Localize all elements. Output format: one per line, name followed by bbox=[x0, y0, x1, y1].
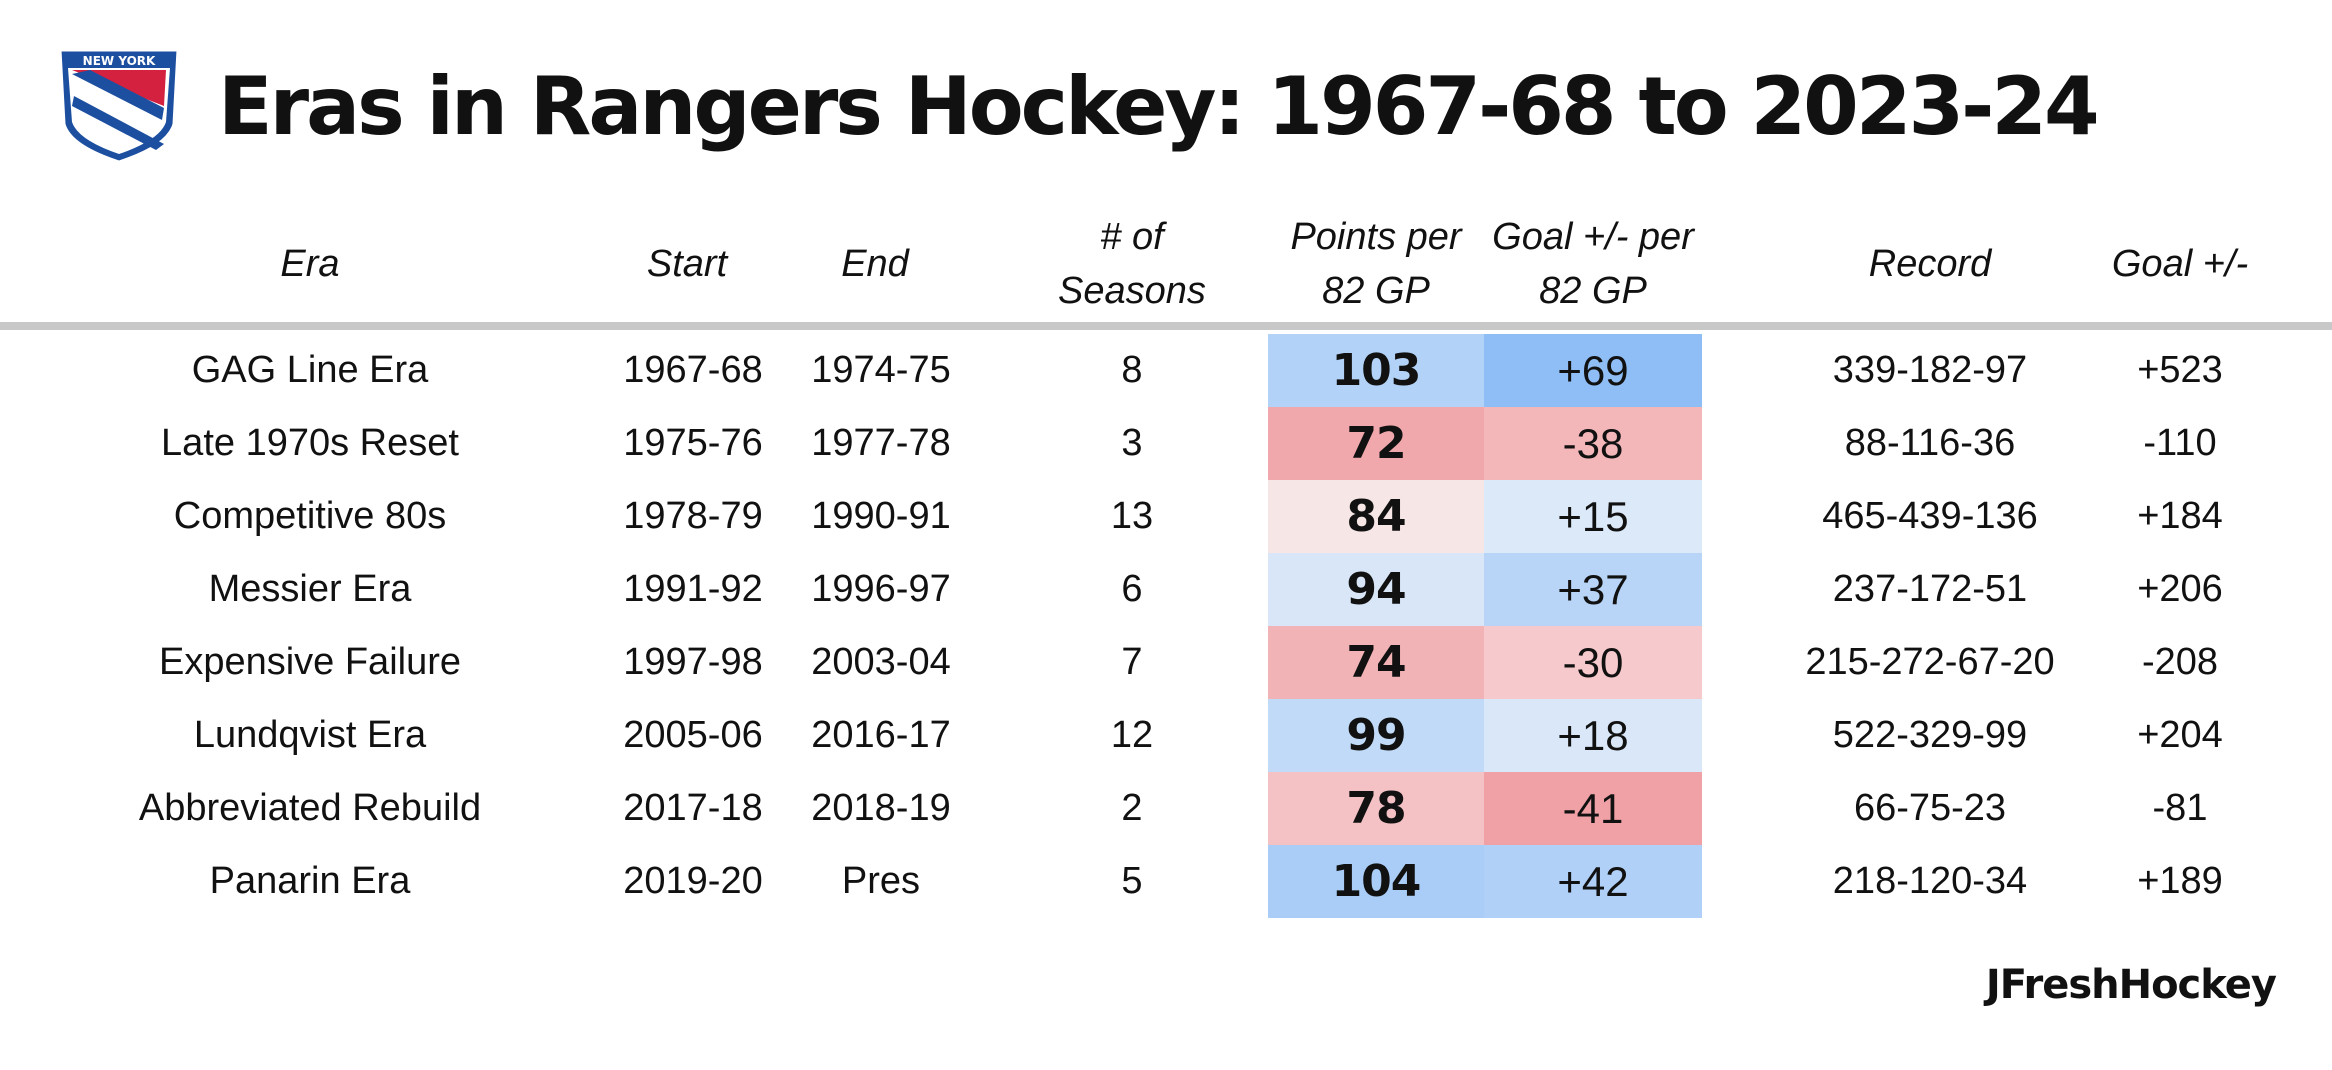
cell-start: 1978-79 bbox=[623, 495, 763, 537]
column-header-gd: Goal +/- bbox=[2111, 243, 2249, 285]
cell-end: 1990-91 bbox=[811, 495, 951, 537]
cell-gd: +204 bbox=[2137, 714, 2223, 756]
cell-end: 2018-19 bbox=[811, 787, 951, 829]
cell-record: 465-439-136 bbox=[1822, 495, 2038, 537]
cell-end: 2016-17 bbox=[811, 714, 951, 756]
column-header-record: Record bbox=[1868, 243, 1992, 285]
chart-title: Eras in Rangers Hockey: 1967-68 to 2023-… bbox=[218, 60, 2100, 153]
cell-seasons: 2 bbox=[1121, 787, 1143, 829]
cell-era: Lundqvist Era bbox=[193, 714, 427, 756]
column-header-era: Era bbox=[280, 243, 340, 285]
cell-pts82: 84 bbox=[1268, 480, 1484, 553]
cell-era: Panarin Era bbox=[209, 860, 411, 902]
cell-seasons: 12 bbox=[1110, 714, 1154, 756]
cell-start: 2019-20 bbox=[623, 860, 763, 902]
cell-gd82: +37 bbox=[1484, 553, 1702, 626]
cell-gd: -110 bbox=[2143, 422, 2217, 464]
cell-gd: +523 bbox=[2137, 349, 2223, 391]
column-header-gd82: Goal +/- per 82 GP bbox=[1492, 216, 1694, 312]
cell-gd82: -38 bbox=[1484, 407, 1702, 480]
cell-seasons: 6 bbox=[1121, 568, 1143, 610]
cell-record: 218-120-34 bbox=[1832, 860, 2028, 902]
cell-seasons: 5 bbox=[1121, 860, 1143, 902]
cell-start: 1997-98 bbox=[623, 641, 763, 683]
column-header-end: End bbox=[841, 243, 909, 285]
cell-pts82: 103 bbox=[1268, 334, 1484, 407]
cell-record: 522-329-99 bbox=[1832, 714, 2028, 756]
rangers-shield-logo: NEW YORK RANGERS bbox=[58, 48, 180, 164]
cell-record: 66-75-23 bbox=[1853, 787, 2007, 829]
credit: JFreshHockey bbox=[1985, 962, 2277, 1008]
cell-pts82: 104 bbox=[1268, 845, 1484, 918]
cell-pts82: 99 bbox=[1268, 699, 1484, 772]
cell-gd82: +42 bbox=[1484, 845, 1702, 918]
cell-start: 2017-18 bbox=[623, 787, 763, 829]
cell-era: Messier Era bbox=[208, 568, 412, 610]
cell-start: 1991-92 bbox=[623, 568, 763, 610]
cell-gd: +184 bbox=[2137, 495, 2223, 537]
cell-end: Pres bbox=[841, 860, 921, 902]
cell-seasons: 3 bbox=[1121, 422, 1143, 464]
rangers-logo: NEW YORK RANGERS bbox=[58, 48, 180, 164]
cell-gd82: +69 bbox=[1484, 334, 1702, 407]
cell-end: 1977-78 bbox=[811, 422, 951, 464]
cell-gd82: +15 bbox=[1484, 480, 1702, 553]
cell-pts82: 74 bbox=[1268, 626, 1484, 699]
cell-record: 339-182-97 bbox=[1832, 349, 2028, 391]
cell-gd: -81 bbox=[2152, 787, 2208, 829]
cell-end: 1974-75 bbox=[811, 349, 951, 391]
cell-pts82: 78 bbox=[1268, 772, 1484, 845]
cell-era: GAG Line Era bbox=[191, 349, 429, 391]
column-header-pts82: Points per 82 GP bbox=[1290, 216, 1462, 312]
cell-era: Expensive Failure bbox=[158, 641, 462, 683]
cell-end: 1996-97 bbox=[811, 568, 951, 610]
cell-pts82: 72 bbox=[1268, 407, 1484, 480]
cell-seasons: 13 bbox=[1110, 495, 1154, 537]
column-header-seasons: # of Seasons bbox=[1058, 216, 1206, 312]
cell-gd: +189 bbox=[2137, 860, 2223, 902]
header-divider bbox=[0, 322, 2332, 330]
cell-gd82: +18 bbox=[1484, 699, 1702, 772]
cell-start: 2005-06 bbox=[623, 714, 763, 756]
cell-seasons: 7 bbox=[1121, 641, 1143, 683]
cell-pts82: 94 bbox=[1268, 553, 1484, 626]
cell-record: 88-116-36 bbox=[1844, 422, 2016, 464]
cell-start: 1975-76 bbox=[623, 422, 763, 464]
column-header-start: Start bbox=[646, 243, 728, 285]
cell-record: 215-272-67-20 bbox=[1805, 641, 2055, 683]
cell-start: 1967-68 bbox=[623, 349, 763, 391]
cell-era: Late 1970s Reset bbox=[161, 422, 459, 464]
cell-gd: -208 bbox=[2141, 641, 2219, 683]
cell-seasons: 8 bbox=[1121, 349, 1143, 391]
cell-end: 2003-04 bbox=[811, 641, 951, 683]
cell-gd82: -41 bbox=[1484, 772, 1702, 845]
cell-era: Competitive 80s bbox=[173, 495, 447, 537]
cell-era: Abbreviated Rebuild bbox=[138, 787, 482, 829]
cell-gd82: -30 bbox=[1484, 626, 1702, 699]
cell-gd: +206 bbox=[2137, 568, 2223, 610]
cell-record: 237-172-51 bbox=[1832, 568, 2028, 610]
logo-line1: NEW YORK bbox=[83, 54, 156, 68]
